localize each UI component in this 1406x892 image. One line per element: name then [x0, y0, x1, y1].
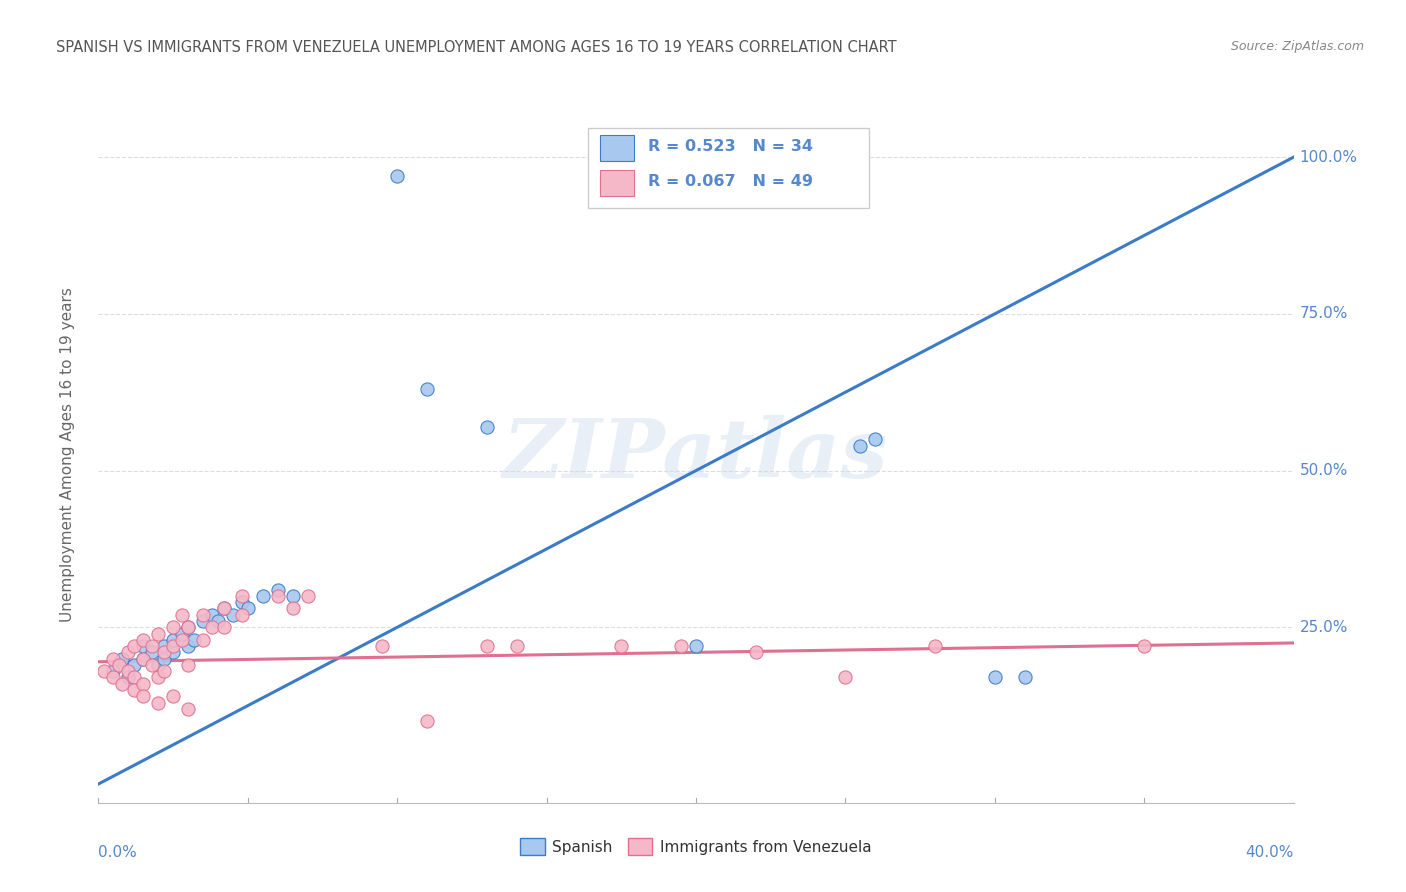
Point: [267, 589, 290, 603]
FancyBboxPatch shape: [600, 135, 634, 161]
Point: [148, 657, 170, 672]
Point: [132, 639, 155, 653]
Point: [132, 676, 155, 690]
FancyBboxPatch shape: [588, 128, 869, 208]
Point: [297, 589, 319, 603]
Point: [124, 639, 146, 653]
Point: [148, 626, 170, 640]
Text: 50.0%: 50.0%: [1299, 463, 1348, 478]
Text: R = 0.067   N = 49: R = 0.067 N = 49: [648, 174, 813, 189]
Point: [172, 626, 194, 640]
Point: [153, 645, 176, 659]
Point: [849, 438, 872, 452]
Point: [191, 614, 214, 628]
Point: [162, 690, 184, 704]
Point: [191, 632, 214, 647]
Point: [416, 714, 439, 729]
Point: [141, 639, 163, 653]
Point: [236, 601, 259, 615]
Point: [231, 589, 253, 603]
Point: [103, 651, 125, 665]
Point: [865, 432, 887, 446]
Point: [132, 651, 155, 665]
Point: [141, 657, 163, 672]
Point: [252, 589, 274, 603]
Point: [834, 670, 856, 684]
Text: R = 0.523   N = 34: R = 0.523 N = 34: [648, 139, 813, 154]
Point: [475, 639, 498, 653]
Point: [207, 614, 229, 628]
Point: [416, 382, 439, 396]
Point: [231, 595, 253, 609]
Point: [177, 702, 200, 716]
Point: [177, 620, 200, 634]
Point: [117, 670, 139, 684]
Point: [108, 657, 131, 672]
Point: [141, 645, 163, 659]
Point: [124, 683, 146, 698]
Text: 0.0%: 0.0%: [98, 845, 138, 860]
Point: [162, 620, 184, 634]
Point: [117, 664, 139, 678]
Point: [148, 670, 170, 684]
Point: [183, 632, 205, 647]
Point: [281, 589, 304, 603]
Point: [267, 582, 290, 597]
Point: [1014, 670, 1036, 684]
Point: [685, 639, 707, 653]
Text: 40.0%: 40.0%: [1246, 845, 1294, 860]
Point: [124, 670, 146, 684]
Point: [924, 639, 946, 653]
Point: [371, 639, 394, 653]
Point: [117, 645, 139, 659]
Point: [506, 639, 529, 653]
Point: [212, 601, 235, 615]
Point: [610, 639, 633, 653]
Text: 100.0%: 100.0%: [1299, 150, 1358, 165]
Point: [153, 639, 176, 653]
Point: [983, 670, 1005, 684]
Text: SPANISH VS IMMIGRANTS FROM VENEZUELA UNEMPLOYMENT AMONG AGES 16 TO 19 YEARS CORR: SPANISH VS IMMIGRANTS FROM VENEZUELA UNE…: [56, 40, 897, 55]
Point: [103, 664, 125, 678]
Point: [172, 607, 194, 622]
Point: [172, 632, 194, 647]
Point: [177, 620, 200, 634]
Point: [132, 632, 155, 647]
Point: [475, 419, 498, 434]
Point: [162, 639, 184, 653]
Point: [177, 657, 200, 672]
Point: [231, 607, 253, 622]
Point: [191, 607, 214, 622]
Point: [162, 645, 184, 659]
Point: [385, 169, 409, 183]
Text: 25.0%: 25.0%: [1299, 620, 1348, 635]
Text: ZIPatlas: ZIPatlas: [503, 415, 889, 495]
Point: [132, 690, 155, 704]
Point: [148, 696, 170, 710]
Point: [124, 657, 146, 672]
Point: [132, 651, 155, 665]
Point: [1133, 639, 1156, 653]
Point: [745, 645, 768, 659]
Point: [201, 620, 224, 634]
Point: [212, 620, 235, 634]
Y-axis label: Unemployment Among Ages 16 to 19 years: Unemployment Among Ages 16 to 19 years: [60, 287, 75, 623]
Point: [111, 676, 134, 690]
Legend: Spanish, Immigrants from Venezuela: Spanish, Immigrants from Venezuela: [515, 832, 877, 862]
Point: [177, 639, 200, 653]
Text: 75.0%: 75.0%: [1299, 306, 1348, 321]
Point: [111, 651, 134, 665]
Text: Source: ZipAtlas.com: Source: ZipAtlas.com: [1230, 40, 1364, 54]
FancyBboxPatch shape: [600, 169, 634, 196]
Point: [201, 607, 224, 622]
Point: [153, 651, 176, 665]
Point: [103, 670, 125, 684]
Point: [212, 601, 235, 615]
Point: [281, 601, 304, 615]
Point: [153, 664, 176, 678]
Point: [669, 639, 692, 653]
Point: [222, 607, 245, 622]
Point: [93, 664, 115, 678]
Point: [162, 632, 184, 647]
